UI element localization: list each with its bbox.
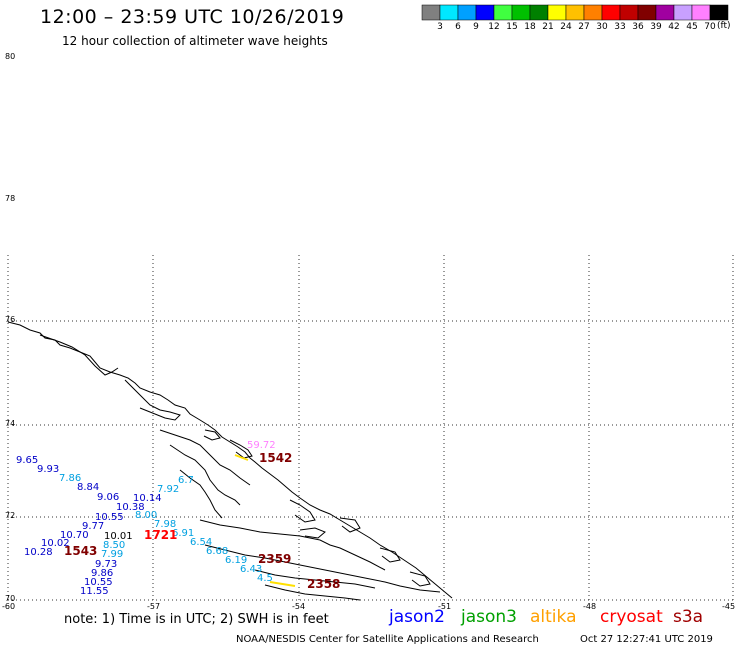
obs-label: 7.99 xyxy=(101,549,124,560)
colorbar-swatch xyxy=(673,4,693,21)
pass-time-label: 1721 xyxy=(144,528,178,542)
obs-label: 8.84 xyxy=(77,482,100,493)
lon-label-54: -54 xyxy=(292,602,306,611)
colorbar-swatch xyxy=(655,4,675,21)
colorbar-tick-label: 15 xyxy=(506,22,518,32)
obs-label: 4.5 xyxy=(257,573,273,584)
colorbar xyxy=(421,4,729,21)
legend-jason2: jason2 xyxy=(389,607,445,627)
footnote: note: 1) Time is in UTC; 2) SWH is in fe… xyxy=(64,612,329,627)
obs-label: 10.28 xyxy=(24,547,53,558)
colorbar-swatch xyxy=(709,4,729,21)
colorbar-tick-label: 33 xyxy=(614,22,626,32)
timestamp-text: Oct 27 12:27:41 UTC 2019 xyxy=(580,634,713,645)
colorbar-swatch xyxy=(511,4,531,21)
obs-label: 10.55 xyxy=(84,577,113,588)
obs-label: 7.86 xyxy=(59,473,82,484)
colorbar-tick-label: 21 xyxy=(542,22,554,32)
colorbar-swatch xyxy=(565,4,585,21)
obs-label: 9.93 xyxy=(37,464,60,475)
legend-cryosat: cryosat xyxy=(600,607,663,627)
colorbar-tick-label: 6 xyxy=(455,22,461,32)
colorbar-swatch xyxy=(421,4,441,21)
pass-time-label: 2358 xyxy=(307,577,341,591)
obs-label: 9.65 xyxy=(16,455,39,466)
obs-label: 9.06 xyxy=(97,492,120,503)
lat-label-70: 70 xyxy=(5,594,16,603)
colorbar-tick-label: 9 xyxy=(473,22,479,32)
obs-label: 9.86 xyxy=(91,568,114,579)
map-gridlines xyxy=(7,255,734,601)
colorbar-tick-label: 12 xyxy=(488,22,500,32)
colorbar-tick-label: 70 xyxy=(704,22,716,32)
colorbar-swatch xyxy=(493,4,513,21)
colorbar-swatch xyxy=(529,4,549,21)
obs-label: 7.92 xyxy=(157,484,180,495)
colorbar-swatch xyxy=(547,4,567,21)
obs-label: 8.50 xyxy=(103,540,126,551)
colorbar-swatch xyxy=(601,4,621,21)
pass-time-label: 1542 xyxy=(259,451,293,465)
obs-label: 10.02 xyxy=(41,538,70,549)
pass-time-label: 2359 xyxy=(258,552,292,566)
obs-label: 6.91 xyxy=(172,528,195,539)
colorbar-swatch xyxy=(619,4,639,21)
colorbar-swatch xyxy=(457,4,477,21)
lon-label-48: -48 xyxy=(583,602,597,611)
obs-label: 10.01 xyxy=(104,531,133,542)
lon-label-45: -45 xyxy=(722,602,736,611)
obs-label: 10.70 xyxy=(60,530,89,541)
coastline xyxy=(7,321,453,601)
legend-jason3: jason3 xyxy=(461,607,517,627)
credit-text: NOAA/NESDIS Center for Satellite Applica… xyxy=(236,634,539,645)
obs-label: 7.98 xyxy=(154,519,177,530)
obs-label: 10.55 xyxy=(95,512,124,523)
obs-label: 9.77 xyxy=(82,521,105,532)
colorbar-tick-label: 18 xyxy=(524,22,536,32)
pass-time-label: 1543 xyxy=(64,544,98,558)
colorbar-tick-label: 45 xyxy=(686,22,698,32)
lat-label-76: 76 xyxy=(5,315,16,324)
colorbar-tick-label: 27 xyxy=(578,22,590,32)
colorbar-swatch xyxy=(475,4,495,21)
colorbar-tick-label: 42 xyxy=(668,22,680,32)
colorbar-swatch xyxy=(637,4,657,21)
colorbar-tick-label: 24 xyxy=(560,22,572,32)
colorbar-tick-label: 36 xyxy=(632,22,644,32)
lat-label-72: 72 xyxy=(5,511,16,520)
map-title: 12:00 – 23:59 UTC 10/26/2019 xyxy=(40,6,345,28)
colorbar-unit: (ft) xyxy=(717,21,731,31)
colorbar-swatch xyxy=(439,4,459,21)
obs-label: 10.14 xyxy=(133,493,162,504)
colorbar-tick-label: 30 xyxy=(596,22,608,32)
map-subtitle: 12 hour collection of altimeter wave hei… xyxy=(62,34,328,48)
lon-label-51: -51 xyxy=(438,602,452,611)
obs-label: 10.38 xyxy=(116,502,145,513)
obs-label: 6.19 xyxy=(225,555,248,566)
legend-s3a: s3a xyxy=(673,607,704,627)
colorbar-tick-label: 3 xyxy=(437,22,443,32)
obs-label: 9.73 xyxy=(95,559,118,570)
obs-label: 6.68 xyxy=(206,546,229,557)
lon-label-57: -57 xyxy=(147,602,161,611)
lat-label-74: 74 xyxy=(5,419,16,428)
lon-label-60: -60 xyxy=(2,602,16,611)
obs-label: 6.7 xyxy=(178,475,194,486)
legend-altika: altika xyxy=(530,607,577,627)
obs-label: 11.55 xyxy=(80,586,109,597)
obs-label: 6.43 xyxy=(240,564,263,575)
colorbar-swatch xyxy=(691,4,711,21)
obs-label: 59.72 xyxy=(247,440,276,451)
colorbar-tick-label: 39 xyxy=(650,22,662,32)
lat-label-80: 80 xyxy=(5,52,16,61)
colorbar-swatch xyxy=(583,4,603,21)
lat-label-78: 78 xyxy=(5,194,16,203)
obs-label: 8.00 xyxy=(135,510,158,521)
obs-label: 6.54 xyxy=(190,537,213,548)
